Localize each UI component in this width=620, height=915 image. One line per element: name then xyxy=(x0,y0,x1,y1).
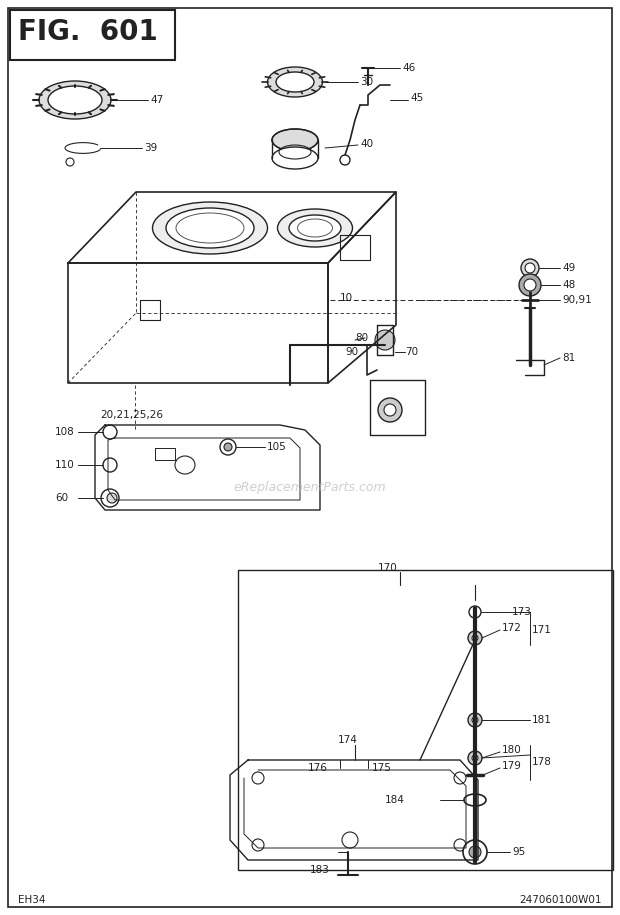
Text: 170: 170 xyxy=(378,563,398,573)
Text: 176: 176 xyxy=(308,763,328,773)
Ellipse shape xyxy=(48,86,102,114)
Ellipse shape xyxy=(289,215,341,241)
Text: FIG.  601: FIG. 601 xyxy=(18,18,157,46)
Circle shape xyxy=(472,755,478,761)
Circle shape xyxy=(525,263,535,273)
Circle shape xyxy=(107,493,117,503)
Ellipse shape xyxy=(153,202,267,254)
Text: 49: 49 xyxy=(562,263,575,273)
Ellipse shape xyxy=(272,147,318,169)
Ellipse shape xyxy=(272,129,318,151)
Ellipse shape xyxy=(175,456,195,474)
Text: 105: 105 xyxy=(267,442,286,452)
Circle shape xyxy=(378,398,402,422)
Circle shape xyxy=(524,279,536,291)
Circle shape xyxy=(468,713,482,727)
Text: 184: 184 xyxy=(385,795,405,805)
Circle shape xyxy=(252,839,264,851)
Text: 95: 95 xyxy=(512,847,525,857)
Text: 172: 172 xyxy=(502,623,522,633)
Text: 174: 174 xyxy=(338,735,358,745)
Text: 179: 179 xyxy=(502,761,522,771)
Text: 10: 10 xyxy=(340,293,353,303)
Circle shape xyxy=(103,458,117,472)
Circle shape xyxy=(384,404,396,416)
Circle shape xyxy=(454,839,466,851)
Text: 247060100W01: 247060100W01 xyxy=(520,895,602,905)
Ellipse shape xyxy=(276,72,314,92)
Circle shape xyxy=(220,439,236,455)
Text: 171: 171 xyxy=(532,625,552,635)
Ellipse shape xyxy=(278,209,353,247)
Circle shape xyxy=(521,259,539,277)
Text: 70: 70 xyxy=(405,347,418,357)
Circle shape xyxy=(342,832,358,848)
Ellipse shape xyxy=(166,208,254,248)
Circle shape xyxy=(468,751,482,765)
Text: 178: 178 xyxy=(532,757,552,767)
Text: 48: 48 xyxy=(562,280,575,290)
Text: 47: 47 xyxy=(150,95,163,105)
Circle shape xyxy=(519,274,541,296)
Text: 90: 90 xyxy=(345,347,358,357)
Bar xyxy=(238,570,613,870)
Text: 40: 40 xyxy=(360,139,373,149)
Text: 60: 60 xyxy=(55,493,68,503)
Text: 80: 80 xyxy=(355,333,368,343)
Text: 39: 39 xyxy=(144,143,157,153)
Circle shape xyxy=(252,772,264,784)
Text: 108: 108 xyxy=(55,427,75,437)
Circle shape xyxy=(454,772,466,784)
Circle shape xyxy=(472,717,478,723)
Text: 173: 173 xyxy=(512,607,532,617)
Text: eReplacementParts.com: eReplacementParts.com xyxy=(234,481,386,494)
Text: 110: 110 xyxy=(55,460,75,470)
Circle shape xyxy=(469,846,481,858)
Text: 180: 180 xyxy=(502,745,522,755)
Circle shape xyxy=(375,330,395,350)
Circle shape xyxy=(469,606,481,618)
Circle shape xyxy=(66,158,74,166)
Text: 90,91: 90,91 xyxy=(562,295,591,305)
Text: 30: 30 xyxy=(360,77,373,87)
Circle shape xyxy=(224,443,232,451)
Text: 183: 183 xyxy=(310,865,330,875)
Bar xyxy=(10,10,175,60)
Circle shape xyxy=(463,840,487,864)
Text: 20,21,25,26: 20,21,25,26 xyxy=(100,410,163,420)
Circle shape xyxy=(103,425,117,439)
Text: 45: 45 xyxy=(410,93,423,103)
Circle shape xyxy=(340,155,350,165)
Text: 175: 175 xyxy=(372,763,392,773)
Ellipse shape xyxy=(39,81,111,119)
Circle shape xyxy=(472,635,478,641)
Circle shape xyxy=(101,489,119,507)
Ellipse shape xyxy=(267,67,322,97)
Ellipse shape xyxy=(464,794,486,806)
Text: EH34: EH34 xyxy=(18,895,45,905)
Text: 181: 181 xyxy=(532,715,552,725)
Circle shape xyxy=(468,631,482,645)
Text: 46: 46 xyxy=(402,63,415,73)
Text: 81: 81 xyxy=(562,353,575,363)
